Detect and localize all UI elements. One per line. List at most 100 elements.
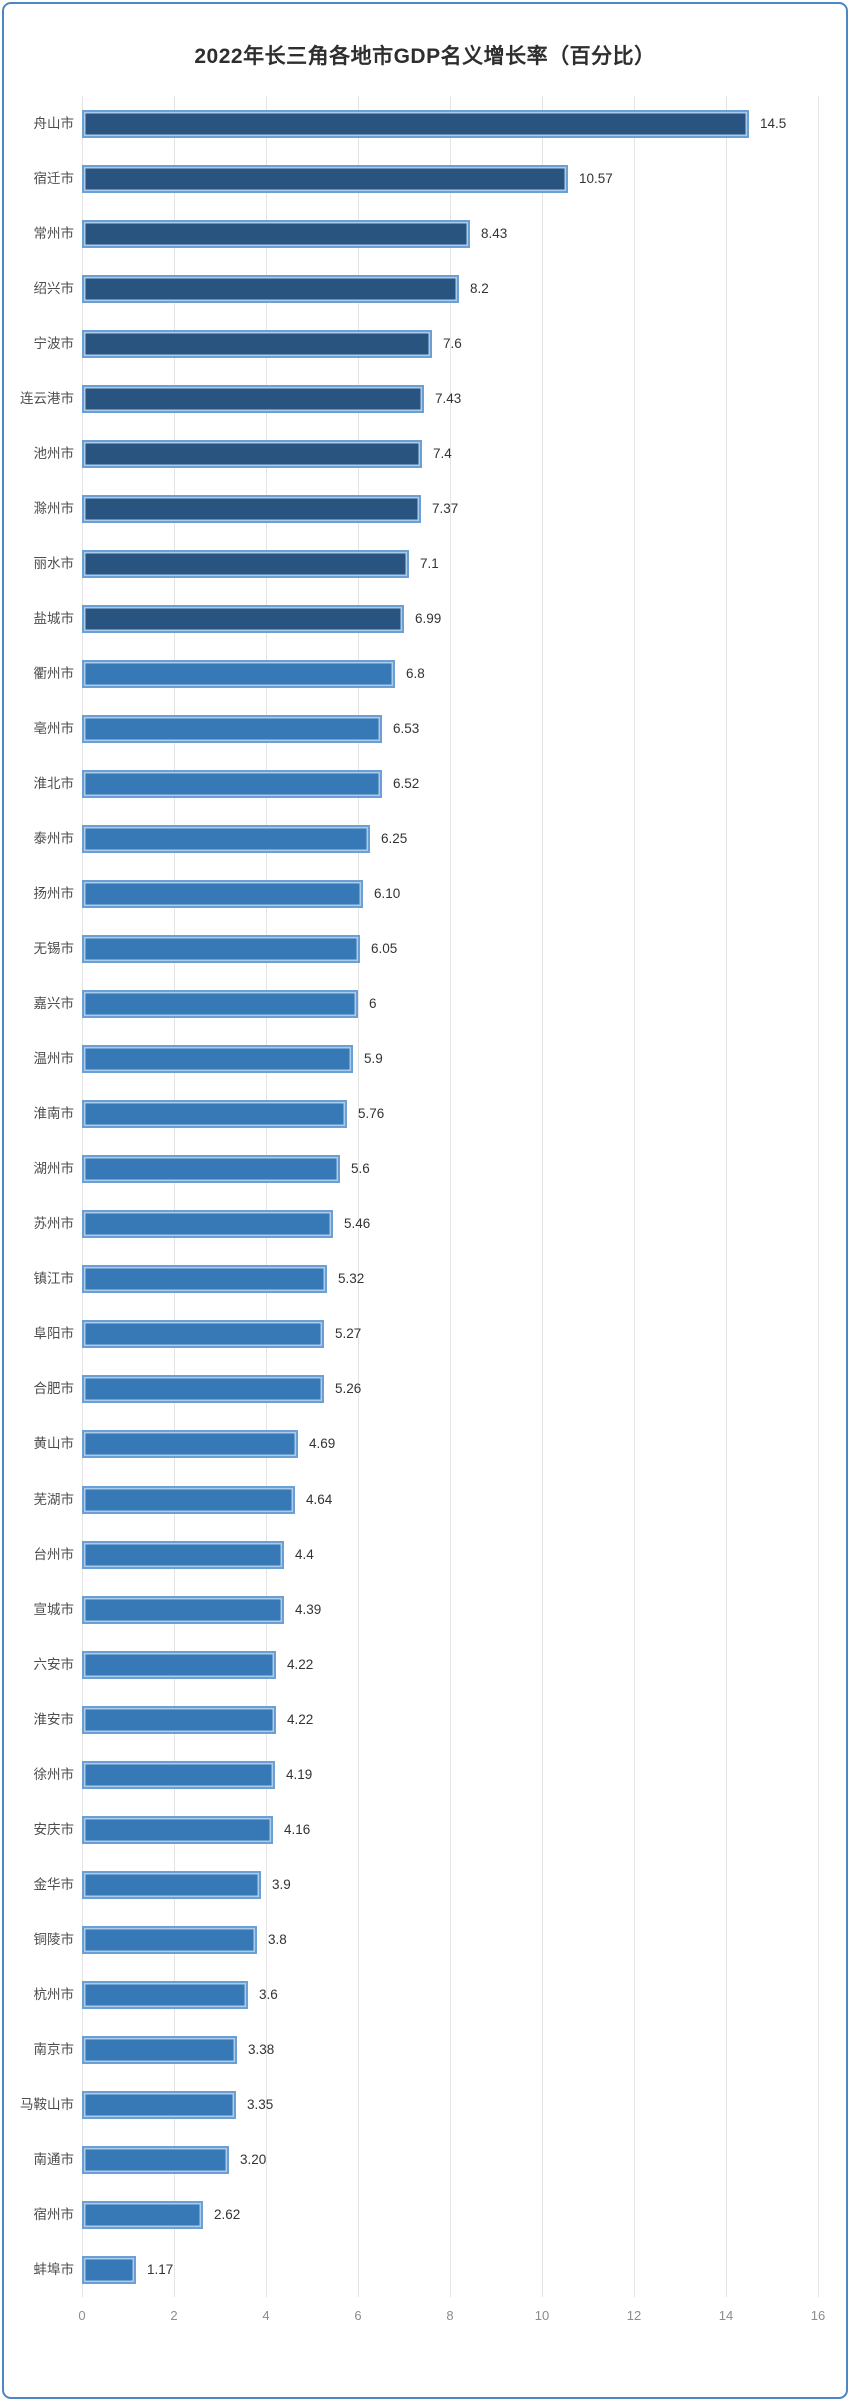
gridline (726, 96, 727, 2297)
value-label: 4.16 (284, 1821, 311, 1837)
bar (82, 825, 370, 854)
value-label: 7.37 (432, 500, 459, 516)
bar (82, 604, 404, 633)
category-label: 淮北市 (33, 775, 75, 791)
value-label: 5.9 (364, 1051, 383, 1067)
bar (82, 880, 363, 909)
category-label: 常州市 (33, 225, 75, 241)
category-label: 镇江市 (33, 1271, 75, 1287)
value-label: 6 (369, 996, 377, 1012)
bar (82, 109, 749, 138)
value-label: 5.32 (338, 1271, 365, 1287)
gridline (358, 96, 359, 2297)
category-label: 安庆市 (33, 1821, 75, 1837)
bar (82, 714, 382, 743)
bar (82, 1485, 295, 1514)
category-label: 南京市 (33, 2041, 75, 2057)
bar (82, 769, 382, 798)
chart-title: 2022年长三角各地市GDP名义增长率（百分比） (194, 45, 656, 68)
bar (82, 1925, 257, 1954)
category-label: 苏州市 (33, 1216, 75, 1232)
bar (82, 274, 459, 303)
value-label: 4.22 (287, 1656, 314, 1672)
x-axis-tick-label: 4 (262, 2308, 270, 2323)
category-label: 铜陵市 (33, 1931, 75, 1947)
x-axis-tick-label: 8 (446, 2308, 454, 2323)
category-label: 扬州市 (33, 886, 75, 902)
category-label: 绍兴市 (33, 280, 75, 296)
category-label: 嘉兴市 (33, 996, 75, 1012)
x-axis-tick-label: 0 (78, 2308, 86, 2323)
value-label: 5.6 (351, 1161, 370, 1177)
category-label: 淮安市 (33, 1711, 75, 1727)
category-label: 南通市 (33, 2151, 75, 2167)
value-label: 6.25 (381, 831, 408, 847)
category-label: 黄山市 (33, 1436, 75, 1452)
x-axis-tick-label: 2 (170, 2308, 178, 2323)
value-label: 8.43 (481, 225, 508, 241)
bar (82, 1650, 276, 1679)
category-label: 淮南市 (33, 1106, 75, 1122)
category-label: 宁波市 (33, 335, 75, 351)
value-label: 4.64 (306, 1491, 333, 1507)
bar (82, 1705, 276, 1734)
value-label: 10.57 (579, 170, 613, 186)
bar (82, 1155, 340, 1184)
bar (82, 2090, 236, 2119)
category-label: 衢州市 (33, 665, 75, 681)
category-label: 连云港市 (20, 390, 74, 406)
category-label: 盐城市 (33, 610, 75, 626)
value-label: 5.27 (335, 1326, 362, 1342)
value-label: 7.6 (443, 335, 462, 351)
value-label: 3.9 (272, 1876, 291, 1892)
category-label: 泰州市 (33, 831, 75, 847)
value-label: 7.4 (433, 445, 452, 461)
value-label: 3.20 (240, 2151, 267, 2167)
bar (82, 439, 422, 468)
bar (82, 164, 568, 193)
value-label: 6.8 (406, 665, 425, 681)
gridline (82, 96, 83, 2297)
bar (82, 329, 432, 358)
bar (82, 1265, 327, 1294)
bar (82, 659, 395, 688)
x-axis-tick-label: 6 (354, 2308, 362, 2323)
bar (82, 2035, 237, 2064)
bar (82, 990, 358, 1019)
gridline (818, 96, 819, 2297)
value-label: 6.53 (393, 720, 420, 736)
bar (82, 1760, 275, 1789)
category-label: 温州市 (33, 1051, 75, 1067)
gridline (266, 96, 267, 2297)
value-label: 4.39 (295, 1601, 322, 1617)
bar (82, 219, 470, 248)
bar (82, 549, 409, 578)
bar (82, 1320, 324, 1349)
category-label: 无锡市 (33, 941, 75, 957)
category-label: 徐州市 (33, 1766, 75, 1782)
value-label: 7.1 (420, 555, 439, 571)
bar (82, 1210, 333, 1239)
x-axis-tick-label: 14 (718, 2308, 734, 2323)
gridline (174, 96, 175, 2297)
value-label: 5.76 (358, 1106, 385, 1122)
category-label: 宿迁市 (33, 170, 75, 186)
value-label: 1.17 (147, 2262, 174, 2278)
x-axis-tick-label: 10 (534, 2308, 550, 2323)
bar (82, 935, 360, 964)
gridline (634, 96, 635, 2297)
bar (82, 1815, 273, 1844)
category-label: 金华市 (33, 1876, 75, 1892)
value-label: 2.62 (214, 2207, 241, 2223)
gridline (450, 96, 451, 2297)
category-label: 台州市 (33, 1546, 75, 1562)
value-label: 4.22 (287, 1711, 314, 1727)
value-label: 7.43 (435, 390, 462, 406)
bar (82, 1595, 284, 1624)
value-label: 6.52 (393, 775, 420, 791)
bar (82, 2201, 203, 2230)
category-label: 六安市 (33, 1656, 75, 1672)
value-label: 6.99 (415, 610, 442, 626)
bar (82, 1100, 347, 1129)
